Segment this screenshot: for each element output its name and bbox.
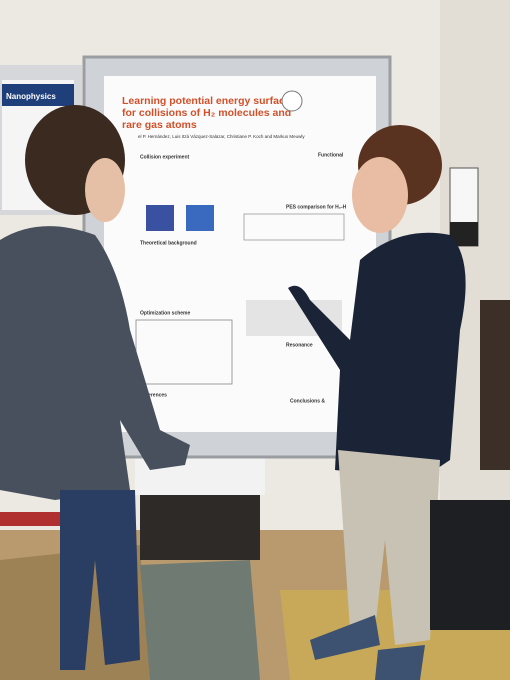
face: [352, 157, 408, 233]
shoe: [310, 615, 380, 660]
left-poster-header: [2, 84, 74, 106]
section-heading: Resonance: [286, 342, 313, 348]
poster-authors: el P. Hernández, Luis Itzá Vázquez-Salaz…: [138, 134, 305, 139]
left-poster-title: Nanophysics: [6, 92, 56, 101]
trousers: [338, 450, 440, 645]
section-heading: Functional: [318, 152, 344, 158]
poster-title: rare gas atoms: [122, 119, 197, 131]
poster-title: for collisions of H₂ molecules and: [122, 107, 291, 119]
face: [85, 158, 125, 222]
red-pipe: [0, 512, 75, 526]
doorway: [480, 300, 510, 470]
section-heading: Theoretical background: [140, 240, 197, 246]
hoodie: [0, 226, 190, 500]
poster: [104, 76, 376, 432]
logo: [281, 90, 303, 112]
section-heading: Conclusions &: [290, 398, 325, 404]
sweater: [288, 232, 466, 480]
poster-title: Learning potential energy surfaces: [122, 95, 297, 107]
backpack: [430, 500, 510, 630]
plots: [243, 213, 345, 241]
section-heading: References: [140, 392, 167, 398]
shoe: [375, 645, 425, 680]
section-heading: PES comparison for H₂-H: [286, 204, 347, 210]
figure: [146, 205, 174, 231]
figure: [186, 205, 214, 231]
section-heading: Optimization scheme: [140, 310, 191, 316]
jeans: [60, 490, 140, 670]
floor-tile: [140, 560, 260, 680]
section-heading: Collision experiment: [140, 154, 190, 160]
